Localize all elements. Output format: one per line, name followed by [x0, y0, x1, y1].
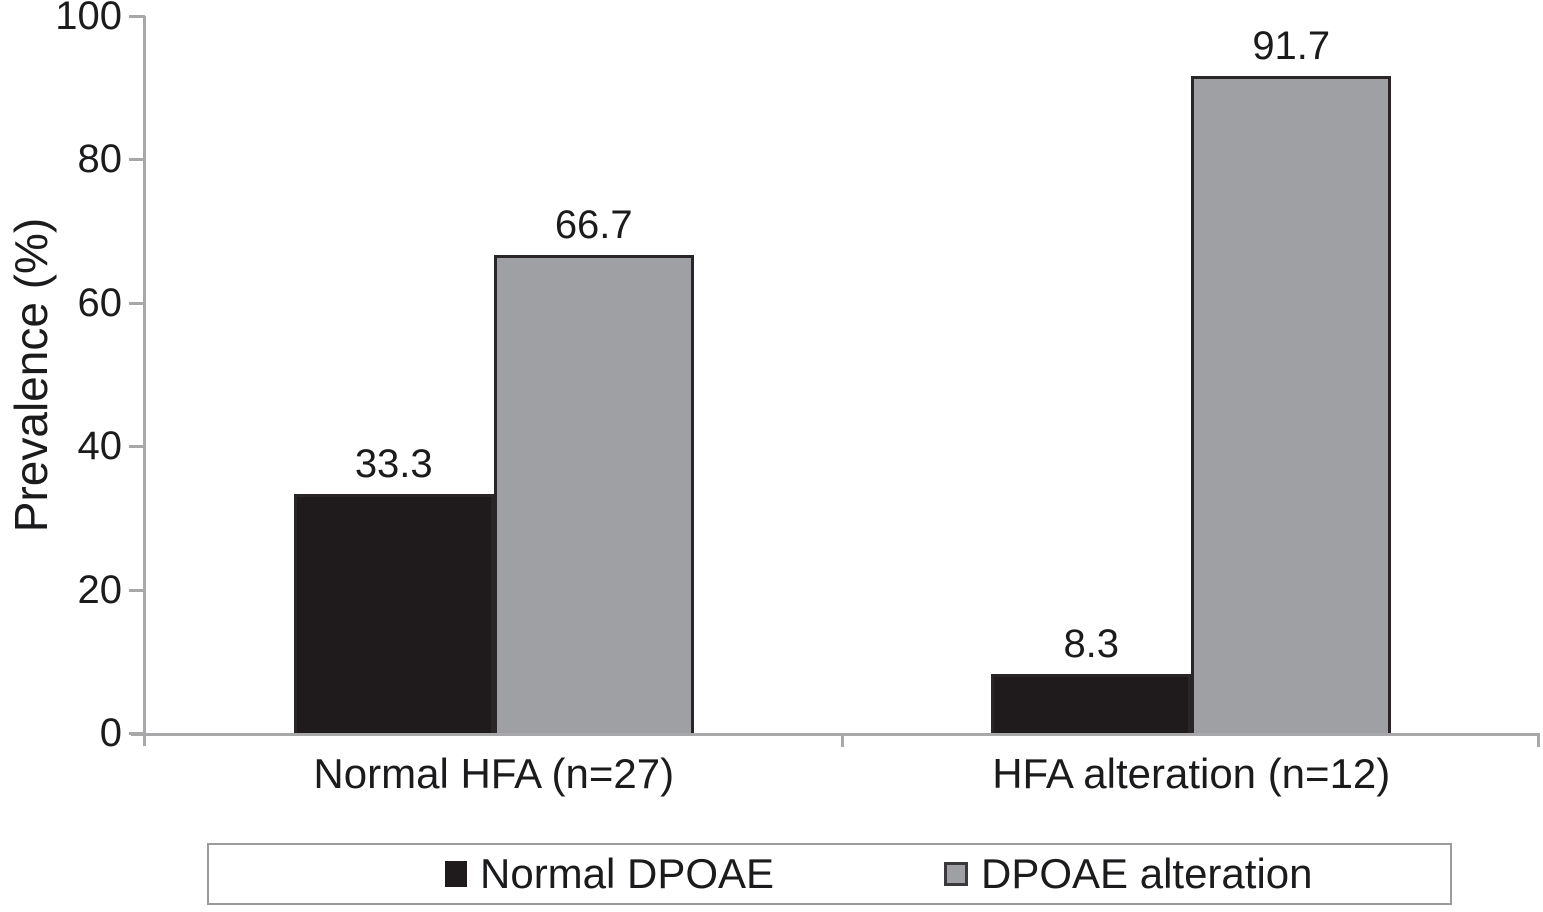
- y-tick-label: 0: [99, 711, 122, 755]
- legend-swatch-dpoae-alteration: [944, 862, 968, 886]
- y-tick: [129, 158, 145, 162]
- bar-value-label: 66.7: [554, 202, 633, 247]
- bar-value-label: 8.3: [1063, 621, 1120, 666]
- legend-label: Normal DPOAE: [480, 850, 775, 897]
- y-tick: [129, 301, 145, 305]
- y-tick-label: 40: [77, 424, 123, 469]
- bar-value-label: 33.3: [354, 442, 433, 487]
- y-tick: [129, 445, 145, 449]
- legend-label: DPOAE alteration: [981, 850, 1313, 897]
- x-category-label: Normal HFA (n=27): [313, 750, 675, 797]
- bar-dpoae-alteration: [1191, 75, 1392, 733]
- x-category-label: HFA alteration (n=12): [992, 750, 1391, 797]
- y-tick-label: 80: [77, 137, 123, 182]
- y-tick-label: 60: [77, 280, 123, 325]
- y-tick: [129, 588, 145, 592]
- bar-dpoae-alteration: [493, 254, 694, 733]
- x-axis-mid-tick: [841, 736, 844, 747]
- legend-entry: Normal DPOAE: [445, 845, 774, 903]
- y-axis-title: Prevalence (%): [5, 217, 57, 533]
- legend-swatch-normal-dpoae: [445, 861, 467, 887]
- y-tick: [129, 15, 145, 18]
- plot-area: 33.3 66.7 8.3 91.7: [145, 16, 1540, 733]
- bar-normal-dpoae: [293, 494, 494, 733]
- legend: Normal DPOAE DPOAE alteration: [207, 843, 1452, 905]
- x-axis-end-tick: [1537, 733, 1540, 747]
- x-axis-line: [131, 733, 1540, 736]
- bar-normal-dpoae: [991, 673, 1192, 733]
- legend-entry: DPOAE alteration: [944, 845, 1313, 903]
- y-axis-line: [143, 16, 146, 746]
- y-tick-label: 100: [55, 0, 122, 38]
- y-tick-label: 20: [77, 567, 123, 612]
- bar-value-label: 91.7: [1252, 23, 1331, 68]
- y-tick: [129, 732, 145, 735]
